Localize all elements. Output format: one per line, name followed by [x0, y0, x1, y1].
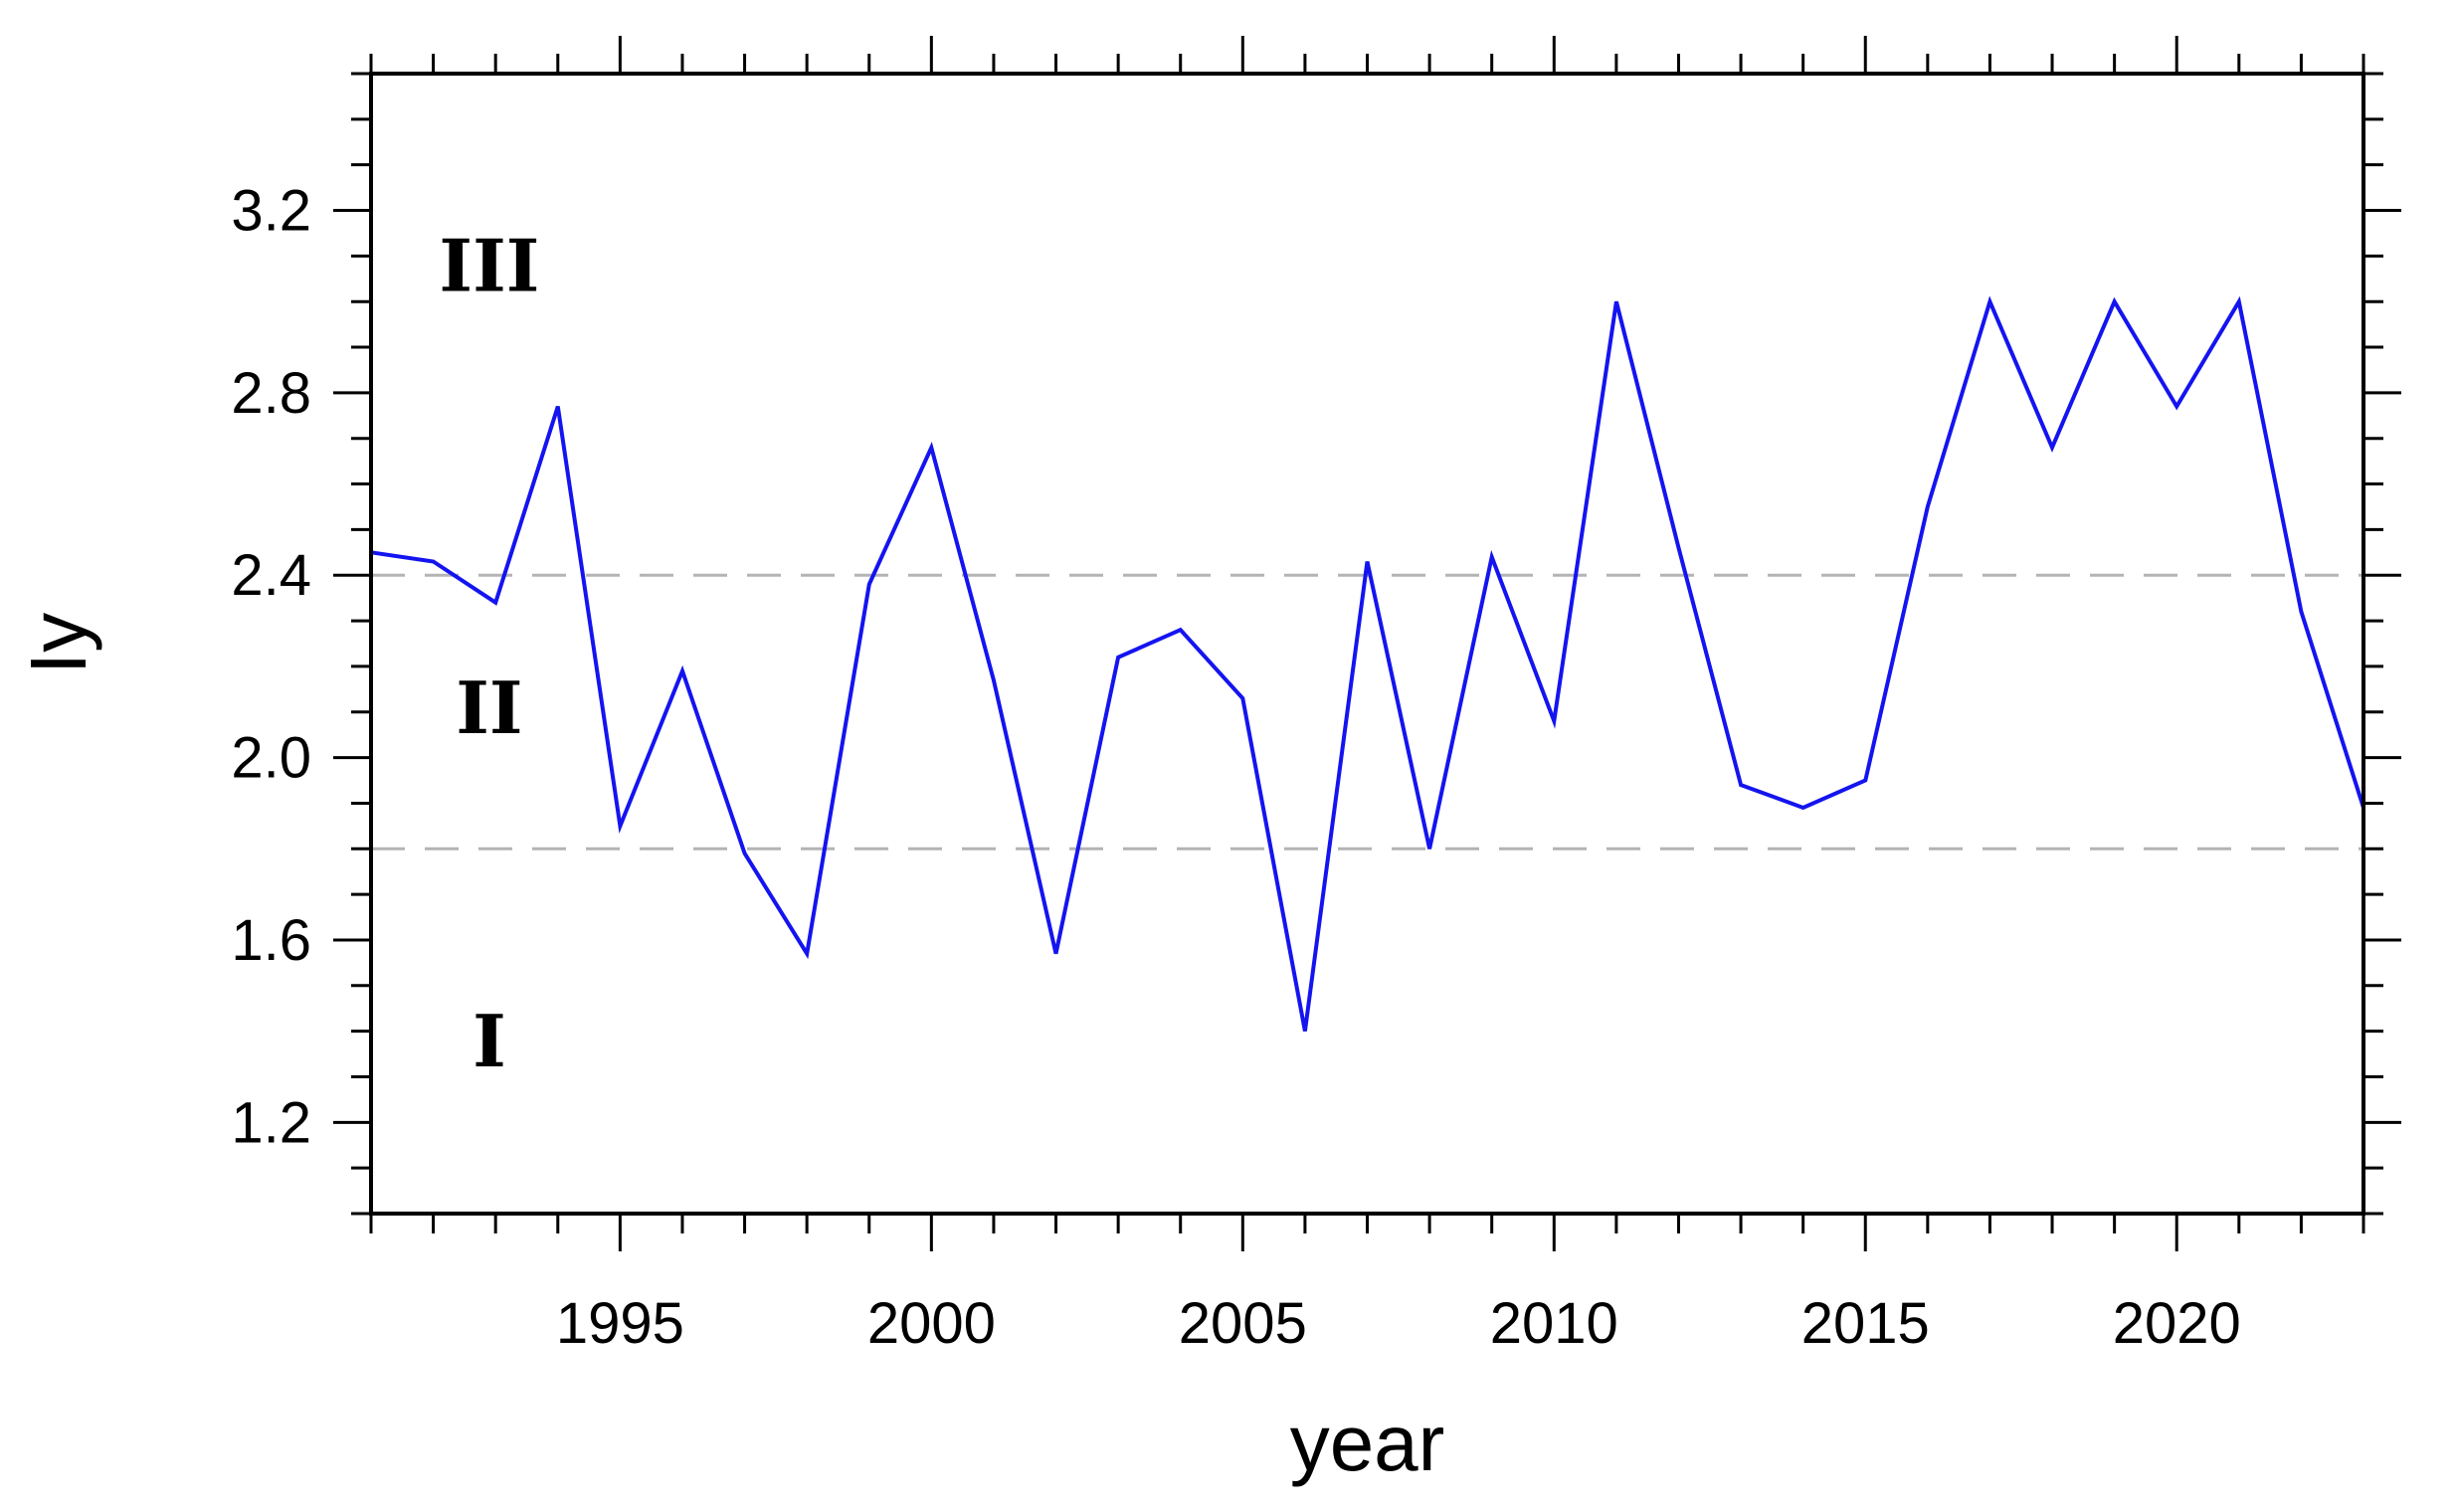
tick-labels: 1995 2000 2005 2010 2015 2020 1.2 1.6 2.0 2.4 2.8 3… — [231, 179, 2240, 1356]
x-tick-label: 2020 — [2113, 1291, 2241, 1356]
y-tick-label: 2.4 — [231, 543, 311, 608]
y-tick-label: 2.8 — [231, 361, 311, 426]
series-layer — [370, 295, 2365, 1032]
x-tick-label: 2000 — [867, 1291, 996, 1356]
y-tick-label: 1.6 — [231, 908, 311, 973]
x-tick-label: 2010 — [1490, 1291, 1618, 1356]
y-axis-title: Iy — [14, 613, 102, 674]
x-tick-label: 2005 — [1179, 1291, 1307, 1356]
y-tick-label: 3.2 — [231, 179, 311, 244]
y-tick-label: 1.2 — [231, 1090, 311, 1155]
plot-frame — [369, 72, 2365, 1216]
region-label: II — [456, 665, 522, 750]
region-label: III — [439, 224, 539, 308]
y-tick-label: 2.0 — [231, 726, 311, 791]
x-tick-label: 1995 — [556, 1291, 684, 1356]
axis-ticks — [333, 36, 2401, 1251]
x-axis-title: year — [1290, 1399, 1445, 1487]
region-label: I — [472, 999, 506, 1083]
series-line-0 — [370, 295, 2365, 1032]
x-tick-label: 2015 — [1801, 1291, 1930, 1356]
